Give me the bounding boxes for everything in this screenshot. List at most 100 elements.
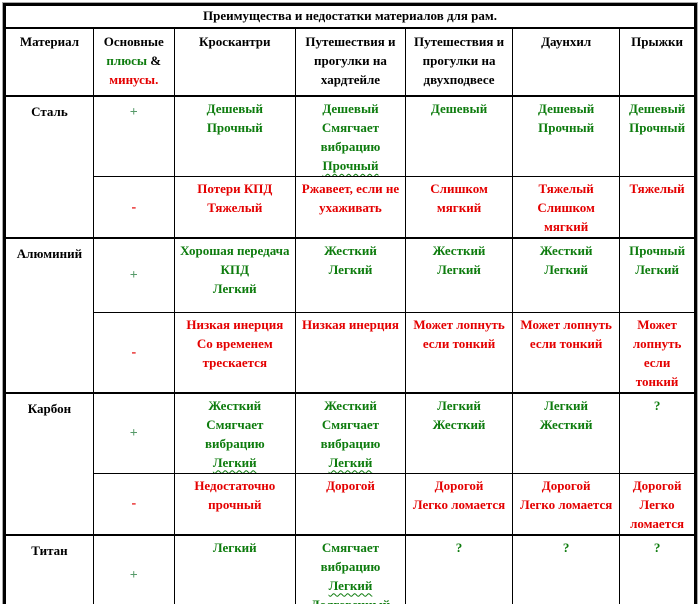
cell-line: Дешевый (628, 101, 686, 116)
cell-line: Дешевый (430, 101, 488, 116)
cell-plus-2-0: Жесткий Смягчает вибрацию Легкий (173, 391, 296, 474)
cell-line: Жесткий (324, 397, 377, 413)
cell-plus-3-1: Смягчает вибрацию Легкий Долговечный (294, 533, 407, 604)
cell-minus-1-0: Низкая инерция Со временем трескается (173, 311, 296, 393)
row-1-plus: Алюминий + Хорошая передача КПД Легкий Жестк… (5, 237, 695, 393)
col-header-material: Материал (5, 27, 94, 97)
cell-line: Легко ломается (519, 496, 613, 512)
cell-plus-0-3: Дешевый Прочный (512, 95, 621, 177)
row-0-plus: Сталь + Дешевый Прочный Дешевый Смягчает вибр… (5, 95, 695, 239)
cell-minus-2-2: Дорогой Легко ломается (405, 472, 514, 535)
col-header-hardtail: Путешествия и прогулки на хардтейле (294, 27, 407, 97)
cell-minus-1-1: Низкая инерция (294, 311, 407, 393)
cell-minus-0-4: Тяжелый (619, 176, 695, 239)
row-2-plus: Карбон + Жесткий Смягчает вибрацию Легкий Жес… (5, 391, 695, 535)
cell-plus-3-2: ? (405, 533, 514, 604)
cell-line: Легкий (437, 262, 481, 277)
cell-line: Легкий (635, 262, 679, 277)
cell-plus-0-2: Дешевый (405, 95, 514, 177)
col-header-pros-cons: Основные плюсы & минусы. (92, 27, 175, 97)
cell-line: ? (562, 539, 570, 555)
cell-line: Слишком мягкий (430, 181, 488, 215)
cell-plus-3-4: ? (619, 533, 695, 604)
cell-minus-2-0: Недостаточно прочный (173, 472, 296, 535)
plus-sign-2: + (92, 391, 175, 474)
col-header-crosscountry: Кроскантри (173, 27, 296, 97)
cell-plus-2-1: Жесткий Смягчает вибрацию Легкий (294, 391, 407, 474)
cell-plus-1-0: Хорошая передача КПД Легкий (173, 237, 296, 313)
cell-line: Жесткий (539, 243, 593, 258)
cell-line: Жесткий (208, 397, 262, 413)
cell-line: Легкий (212, 539, 257, 555)
column-header-row: Материал Основные плюсы & минусы. Кроска… (5, 27, 695, 97)
cell-line: Тяжелый (538, 181, 594, 196)
cell-plus-0-1: Дешевый Смягчает вибрацию Прочный (294, 95, 407, 177)
cell-minus-0-2: Слишком мягкий (405, 176, 514, 239)
cell-minus-0-0: Потери КПД Тяжелый (173, 176, 296, 239)
cell-minus-1-3: Может лопнуть если тонкий (512, 311, 621, 393)
plus-sign-3: + (92, 533, 175, 604)
cell-line: Ржавеет, если не ухаживать (301, 181, 400, 215)
cell-line: Легко ломается (630, 496, 685, 531)
cell-plus-1-4: Прочный Легкий (619, 237, 695, 313)
cell-line: Легкий (544, 397, 588, 413)
cell-line: ? (653, 397, 661, 413)
cell-line: Может лопнуть если тонкий (520, 316, 612, 351)
cell-line: Прочный (322, 158, 379, 173)
table-title: Преимущества и недостатки материалов для… (5, 5, 695, 29)
cell-line: Жесткий (432, 416, 486, 432)
cell-line: Недостаточно прочный (194, 477, 276, 512)
cell-line: Легкий (328, 262, 373, 277)
cell-line: Смягчает вибрацию (320, 120, 381, 154)
minus-sign-0: - (92, 176, 175, 239)
row-1-minus: - Низкая инерция Со временем трескается Низ… (6, 311, 695, 393)
cell-line: Долговечный (310, 596, 391, 604)
cell-line: Прочный (206, 120, 263, 135)
cell-line: Может лопнуть если тонкий (413, 316, 505, 351)
pros-cons-minus-word: минусы. (109, 72, 159, 87)
material-name-0: Сталь (5, 95, 94, 239)
cell-line: Дорогой (541, 477, 591, 493)
pros-cons-prefix: Основные (103, 34, 164, 49)
cell-line: Смягчает вибрацию (204, 416, 265, 451)
cell-line: Дешевый (537, 101, 595, 116)
cell-plus-3-0: Легкий (173, 533, 296, 604)
cell-line: ? (455, 539, 463, 555)
cell-plus-0-4: Дешевый Прочный (619, 95, 695, 177)
cell-plus-1-2: Жесткий Легкий (405, 237, 514, 313)
cell-line: Жесткий (432, 243, 486, 258)
cell-line: Жесткий (324, 243, 377, 258)
cell-line: Со временем трескается (196, 335, 273, 370)
cell-line: Легкий (437, 397, 481, 413)
cell-line: Смягчает вибрацию (320, 539, 381, 574)
cell-line: Легкий (328, 454, 373, 470)
cell-line: Прочный (538, 120, 595, 135)
cell-line: Прочный (629, 243, 686, 258)
cell-line: Потери КПД (197, 181, 273, 196)
material-name-2: Карбон (5, 391, 94, 535)
cell-plus-2-3: Легкий Жесткий (512, 391, 621, 474)
plus-sign-0: + (92, 95, 175, 177)
col-header-fullsuspension: Путешествия и прогулки на двухподвесе (405, 27, 514, 97)
row-0-minus: - Потери КПД Тяжелый Ржавеет, если не ухажи… (6, 176, 695, 239)
cell-line: Дорогой (434, 477, 484, 493)
row-3-plus: Титан + Легкий Смягчает вибрацию Легкий Долго… (5, 533, 695, 604)
materials-comparison-table: Преимущества и недостатки материалов для… (5, 5, 695, 604)
cell-line: Низкая инерция (186, 316, 284, 332)
pros-cons-plus-word: плюсы (106, 53, 148, 68)
cell-line: Низкая инерция (302, 316, 399, 332)
cell-minus-2-1: Дорогой (294, 472, 407, 535)
minus-sign-1: - (92, 311, 175, 393)
row-2-minus: - Недостаточно прочный Дорогой Дорогой Легко… (6, 472, 695, 535)
cell-plus-2-2: Легкий Жесткий (405, 391, 514, 474)
cell-plus-0-0: Дешевый Прочный (173, 95, 296, 177)
pros-cons-amp: & (147, 53, 162, 68)
material-name-3: Титан (5, 533, 94, 604)
cell-line: Легкий (328, 577, 373, 593)
cell-minus-0-1: Ржавеет, если не ухаживать (294, 176, 407, 239)
cell-line: Жесткий (539, 416, 593, 432)
cell-line: Тяжелый (207, 200, 263, 215)
cell-line: Легкий (212, 281, 257, 296)
title-row: Преимущества и недостатки материалов для… (5, 5, 695, 29)
cell-line: Слишком мягкий (537, 200, 595, 234)
